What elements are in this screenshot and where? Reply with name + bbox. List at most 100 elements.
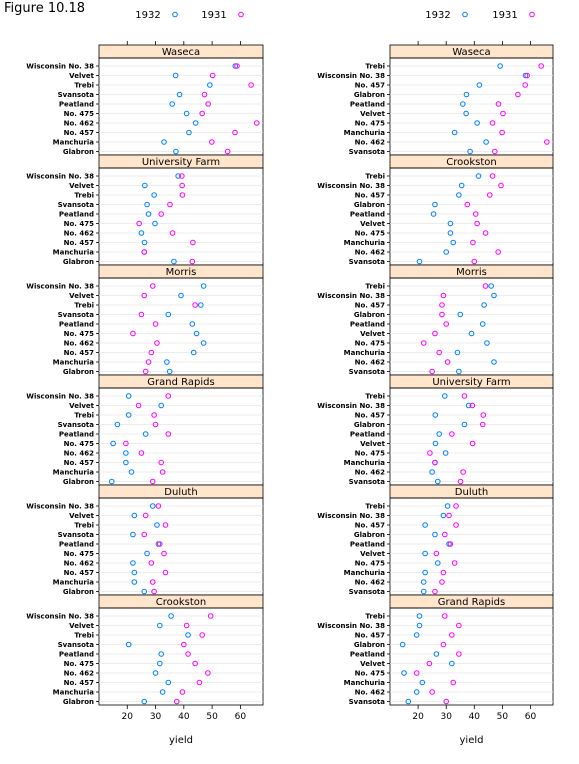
point-1931 <box>148 349 155 356</box>
point-1932 <box>491 292 497 299</box>
point-1932 <box>483 139 489 145</box>
variety-label: Glabron <box>354 201 385 209</box>
variety-label: Manchuria <box>344 129 386 137</box>
variety-label: Velvet <box>69 512 94 520</box>
point-1932 <box>200 340 207 346</box>
variety-label: Wisconsin No. 38 <box>26 613 94 621</box>
legend-marker <box>172 11 178 18</box>
variety-label: No. 457 <box>355 302 386 310</box>
variety-label: Velvet <box>69 72 94 80</box>
point-1932 <box>422 550 428 557</box>
variety-label: Glabron <box>63 698 94 706</box>
figure-title: Figure 10.18 <box>4 1 86 16</box>
variety-label: Svansota <box>58 91 95 99</box>
variety-label: Glabron <box>63 478 94 486</box>
point-1931 <box>179 689 186 695</box>
variety-label: Svansota <box>349 588 386 596</box>
point-1932 <box>158 402 165 409</box>
point-1931 <box>479 421 486 428</box>
x-axis-label: yield <box>460 735 484 746</box>
legend-label: 1931 <box>201 10 226 21</box>
point-1932 <box>457 311 464 318</box>
point-1932 <box>451 129 458 136</box>
point-1931 <box>492 148 498 155</box>
point-1932 <box>432 531 438 538</box>
variety-label: Velvet <box>360 220 385 228</box>
variety-label: Svansota <box>349 478 386 486</box>
point-1932 <box>479 321 486 327</box>
x-tick-label: 40 <box>178 712 190 722</box>
variety-label: Svansota <box>58 201 95 209</box>
point-1931 <box>489 120 496 126</box>
point-1932 <box>413 632 420 638</box>
point-1932 <box>114 421 121 428</box>
variety-label: Manchuria <box>344 239 386 247</box>
variety-label: Wisconsin No. 38 <box>317 622 385 630</box>
point-1932 <box>420 588 427 595</box>
point-1932 <box>166 368 173 375</box>
variety-label: Velvet <box>69 292 94 300</box>
point-1931 <box>451 560 458 566</box>
point-1931 <box>447 541 454 547</box>
point-1931 <box>500 110 506 117</box>
point-1932 <box>165 679 172 686</box>
point-1932 <box>467 148 473 155</box>
point-1931 <box>141 531 148 538</box>
point-1931 <box>152 321 159 327</box>
point-1931 <box>138 450 145 456</box>
point-1932 <box>190 349 197 356</box>
point-1931 <box>439 302 445 308</box>
point-1932 <box>131 579 138 585</box>
point-1931 <box>209 72 216 79</box>
panel-frame <box>98 497 264 596</box>
point-1931 <box>439 579 445 585</box>
point-1931 <box>158 211 165 217</box>
point-1931 <box>440 569 447 576</box>
point-1931 <box>142 512 149 519</box>
point-1932 <box>459 101 466 107</box>
variety-label: Wisconsin No. 38 <box>317 402 385 410</box>
point-1932 <box>141 588 148 595</box>
point-1932 <box>149 503 156 509</box>
point-1932 <box>158 651 165 657</box>
point-1931 <box>413 670 420 676</box>
variety-label: Peatland <box>59 541 94 549</box>
point-1932 <box>442 450 449 456</box>
variety-label: No. 462 <box>64 120 95 128</box>
point-1931 <box>156 541 163 547</box>
variety-label: No. 457 <box>355 82 386 90</box>
point-1931 <box>189 258 196 265</box>
x-tick-label: 60 <box>235 712 247 722</box>
variety-label: Svansota <box>58 531 95 539</box>
variety-label: No. 457 <box>355 192 386 200</box>
panel-title: Duluth <box>455 487 488 498</box>
point-1931 <box>149 478 156 485</box>
variety-label: No. 462 <box>64 230 95 238</box>
variety-label: Svansota <box>349 368 386 376</box>
point-1931 <box>224 148 231 155</box>
variety-label: Velvet <box>69 182 94 190</box>
point-1931 <box>142 368 149 375</box>
point-1932 <box>454 349 461 356</box>
point-1932 <box>159 689 166 695</box>
point-1932 <box>169 101 176 107</box>
point-1931 <box>432 459 438 466</box>
variety-label: No. 462 <box>355 249 386 257</box>
variety-label: No. 457 <box>64 679 95 687</box>
variety-label: Velvet <box>360 110 385 118</box>
point-1931 <box>432 588 438 595</box>
variety-label: Wisconsin No. 38 <box>26 283 94 291</box>
point-1931 <box>453 522 459 528</box>
panel-frame <box>389 607 554 706</box>
point-1931 <box>253 120 260 126</box>
panel-title: University Farm <box>432 377 510 388</box>
variety-label: Wisconsin No. 38 <box>317 512 385 520</box>
variety-label: Velvet <box>360 330 385 338</box>
variety-label: Manchuria <box>344 569 386 577</box>
point-1932 <box>434 478 441 485</box>
point-1931 <box>154 340 160 346</box>
point-1931 <box>183 622 190 629</box>
point-1931 <box>499 129 505 136</box>
point-1931 <box>432 330 438 337</box>
point-1932 <box>430 211 437 217</box>
